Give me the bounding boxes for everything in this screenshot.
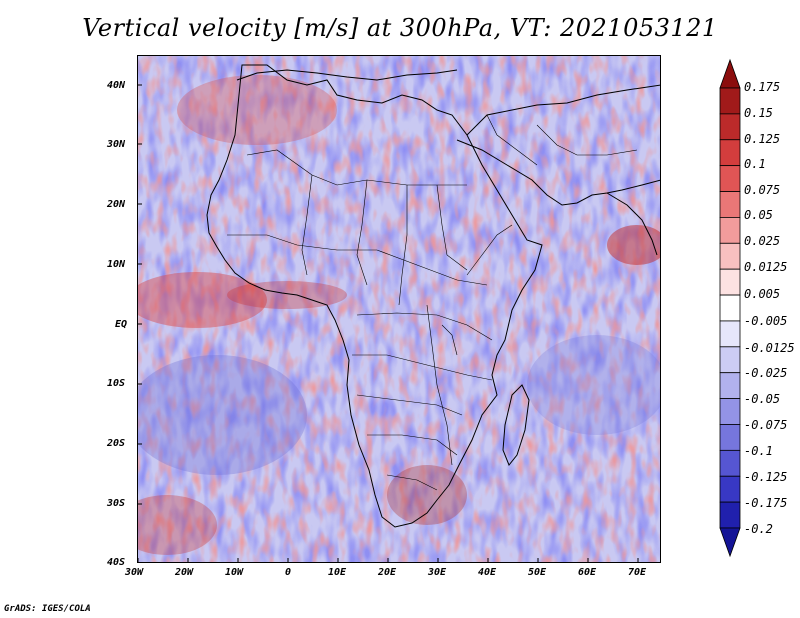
y-tick-30n: 30N — [107, 139, 126, 150]
y-tick-eq: EQ — [115, 319, 128, 330]
border-mali-niger — [301, 174, 313, 276]
x-tick-70e: 70E — [628, 567, 647, 578]
coastlines — [206, 64, 661, 528]
border-central — [356, 312, 493, 341]
x-tick-0: 0 — [285, 567, 292, 578]
border-sudan-ethiopia — [436, 184, 468, 271]
x-tick-20e: 20E — [378, 567, 397, 578]
descent-patch-south-atlantic — [137, 355, 307, 475]
colorbar-label: 0.0125 — [744, 260, 788, 274]
border-horn — [466, 224, 513, 276]
lake-victoria-outline — [441, 324, 458, 356]
x-tick-10w: 10W — [225, 567, 244, 578]
colorbar-swatch — [719, 165, 741, 192]
colorbar-label: -0.125 — [744, 470, 788, 484]
colorbar-swatch — [719, 449, 741, 477]
colorbar-label: -0.175 — [744, 496, 788, 510]
y-tick-40n: 40N — [107, 80, 126, 91]
colorbar-label: 0.175 — [744, 80, 781, 94]
ascent-patch-arabian-sea — [607, 225, 661, 265]
colorbar-label: -0.025 — [744, 366, 788, 380]
colorbar-swatch — [719, 113, 741, 141]
colorbar-swatch — [719, 398, 741, 425]
border-angola-zambia — [356, 394, 463, 416]
colorbar-label: -0.005 — [744, 314, 788, 328]
colorbar-label: 0.1 — [744, 157, 766, 171]
x-tick-60e: 60E — [578, 567, 597, 578]
ascent-texture — [137, 55, 661, 563]
country-borders — [227, 114, 638, 491]
border-iraq-saudi — [486, 114, 538, 166]
colorbar-label: 0.025 — [744, 234, 781, 248]
colorbar-swatch — [719, 501, 741, 529]
colorbar-label: 0.05 — [744, 208, 773, 222]
colorbar-label: -0.2 — [744, 522, 773, 536]
colorbar-swatch — [719, 217, 741, 244]
colorbar-label: 0.125 — [744, 132, 781, 146]
y-tick-30s: 30S — [107, 498, 126, 509]
colorbar-top-arrow — [719, 58, 741, 89]
border-chad-sudan — [398, 185, 408, 306]
colorbar-label: 0.15 — [744, 106, 773, 120]
y-tick-40s: 40S — [107, 557, 126, 568]
border-sahara — [246, 149, 467, 186]
y-tick-10s: 10S — [107, 378, 126, 389]
y-tick-20n: 20N — [107, 199, 126, 210]
ascent-patch-south-atlantic — [137, 495, 217, 555]
map-title: Vertical velocity [m/s] at 300hPa, VT: 2… — [82, 14, 718, 42]
colorbar-swatch — [719, 294, 741, 322]
colorbar-bottom-arrow — [719, 527, 741, 558]
colorbar-label: -0.0125 — [744, 341, 795, 355]
india-coastline — [606, 192, 658, 256]
border-iran — [536, 124, 638, 156]
madagascar-coastline — [502, 384, 530, 466]
border-congo-tanzania — [352, 354, 493, 381]
border-namibia-botswana — [367, 434, 458, 456]
x-tick-10e: 10E — [328, 567, 347, 578]
border-sahel — [227, 234, 488, 286]
africa-coastline — [206, 64, 543, 528]
colorbar-swatch — [719, 268, 741, 296]
colorbar-swatch — [719, 475, 741, 503]
y-tick-20s: 20S — [107, 438, 126, 449]
colorbar-label: -0.075 — [744, 418, 788, 432]
colorbar-label: -0.1 — [744, 444, 773, 458]
colorbar-swatch — [719, 372, 741, 399]
descent-patch-indian-ocean — [527, 335, 661, 435]
colorbar-swatch — [719, 346, 741, 374]
axis-ticks — [137, 84, 639, 563]
colorbar-label: 0.005 — [744, 287, 781, 301]
grads-credit: GrADS: IGES/COLA — [4, 604, 91, 614]
colorbar-swatch — [719, 139, 741, 167]
x-tick-50e: 50E — [528, 567, 547, 578]
x-tick-40e: 40E — [478, 567, 497, 578]
arabian-peninsula-coastline — [456, 139, 661, 206]
ascent-patch-west-coast — [227, 281, 347, 309]
middle-east-coastline — [466, 84, 661, 136]
x-tick-20w: 20W — [175, 567, 194, 578]
x-tick-30w: 30W — [125, 567, 144, 578]
colorbar-label: 0.075 — [744, 183, 781, 197]
ascent-patch-gulf-of-guinea — [137, 272, 267, 328]
ascent-patch-southern-africa — [387, 465, 467, 525]
ascent-patch-north-africa — [177, 75, 337, 145]
colorbar-swatch — [719, 242, 741, 270]
border-rift — [426, 304, 453, 466]
colorbar-label: -0.05 — [744, 392, 781, 406]
colorbar — [719, 58, 741, 558]
border-south-africa — [386, 474, 438, 491]
x-tick-30e: 30E — [428, 567, 447, 578]
vertical-velocity-field — [137, 55, 661, 563]
colorbar-swatch — [719, 191, 741, 218]
mediterranean-coastline — [236, 69, 458, 81]
colorbar-swatch — [719, 424, 741, 451]
border-niger-chad — [356, 179, 368, 286]
colorbar-swatch — [719, 87, 741, 115]
colorbar-swatch — [719, 320, 741, 348]
y-tick-10n: 10N — [107, 259, 126, 270]
map-panel — [137, 55, 661, 563]
map-frame — [137, 55, 661, 563]
